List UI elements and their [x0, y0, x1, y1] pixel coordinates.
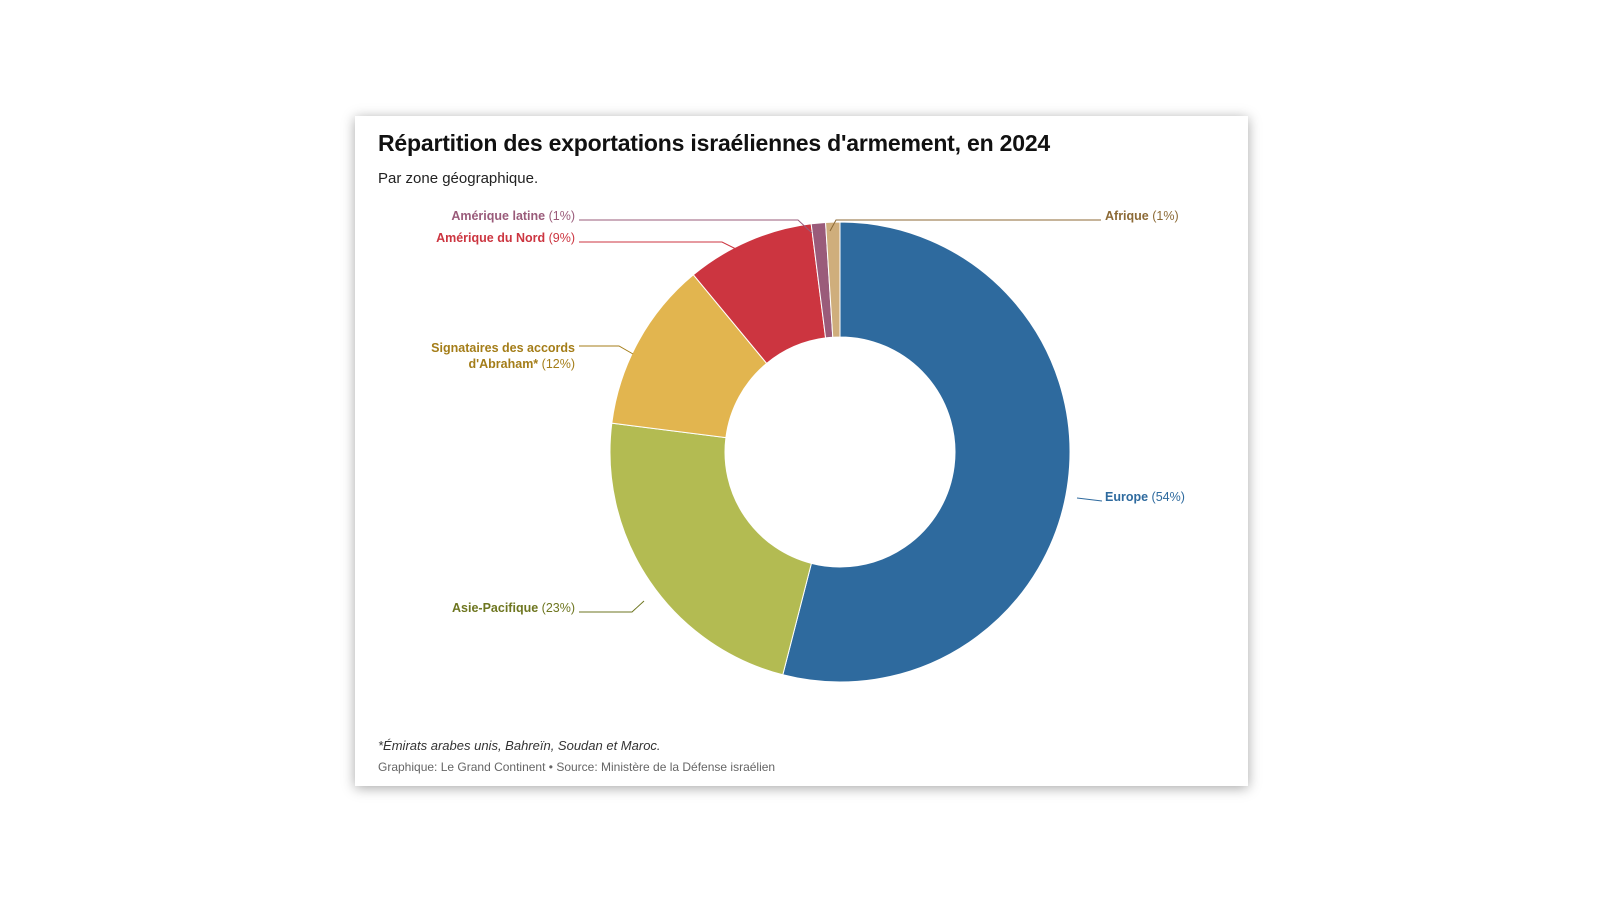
- chart-title: Répartition des exportations israélienne…: [378, 130, 1051, 156]
- slice-label-afrique: Afrique (1%): [1105, 209, 1179, 223]
- leader-line-asie-pacifique: [579, 600, 645, 613]
- slice-afrique: [825, 221, 841, 338]
- leader-line-europe: [1076, 497, 1103, 502]
- slice-label-asie-pacifique: Asie-Pacifique (23%): [452, 601, 575, 615]
- slice-europe: [782, 221, 1071, 683]
- footnote: *Émirats arabes unis, Bahreïn, Soudan et…: [378, 738, 661, 753]
- chart-subtitle: Par zone géographique.: [378, 170, 539, 187]
- leader-line-am-rique-du-nord: [579, 241, 743, 253]
- slice-label-signataires-des-accords-d-abraham: Signataires des accords d'Abraham* (12%): [431, 341, 575, 371]
- donut-chart: Europe (54%) Asie-Pacifique (23%) Signatai…: [431, 209, 1185, 683]
- slice-label-am-rique-latine: Amérique latine (1%): [451, 209, 575, 223]
- leader-line-signataires-des-accords-d-abraham: [579, 345, 634, 355]
- slice-label-am-rique-du-nord: Amérique du Nord (9%): [436, 231, 575, 245]
- slice-label-europe: Europe (54%): [1105, 490, 1185, 504]
- slice-asie-pacifique: [609, 422, 813, 676]
- leader-line-am-rique-latine: [579, 219, 813, 234]
- source-credit: Graphique: Le Grand Continent • Source: …: [378, 760, 776, 774]
- chart-card: Répartition des exportations israélienne…: [355, 116, 1248, 786]
- leader-line-afrique: [829, 219, 1101, 232]
